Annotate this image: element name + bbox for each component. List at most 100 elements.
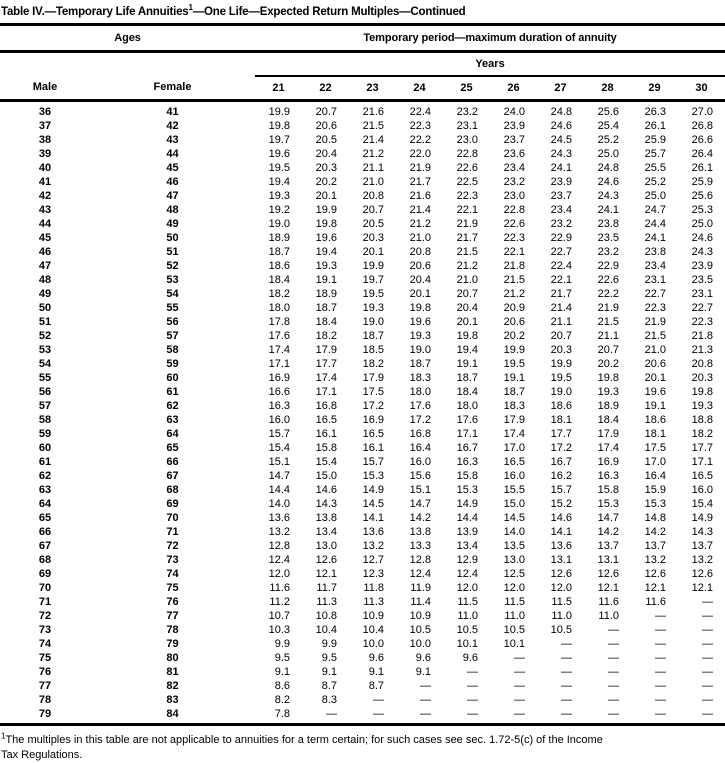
multiple-value-cell: 10.1 [503, 638, 525, 650]
multiple-value-cell: 26.4 [691, 148, 714, 160]
multiple-value-cell: 13.4 [456, 540, 478, 552]
multiple-value-cell: 20.7 [362, 204, 384, 216]
male-age-cell: 51 [38, 316, 52, 328]
multiple-value-cell: 21.0 [456, 274, 478, 286]
multiple-value-cell: 18.7 [362, 330, 384, 342]
table-row: 58 63 16.0 16.5 16.9 17.2 17.6 17.9 18.1 18.4 18.6… [0, 413, 725, 427]
multiple-value-cell: 13.2 [644, 554, 666, 566]
multiple-value-cell: 19.9 [362, 260, 384, 272]
missing-value-cell: — [561, 666, 572, 678]
multiple-value-cell: 16.3 [597, 470, 619, 482]
multiple-value-cell: 16.8 [315, 400, 337, 412]
male-age-cell: 71 [38, 596, 52, 608]
multiple-value-cell: 23.0 [456, 134, 478, 146]
multiple-value-cell: 20.1 [409, 288, 431, 300]
year-column-header: 28 [584, 75, 631, 102]
multiple-value-cell: 17.2 [409, 414, 431, 426]
multiple-value-cell: 26.3 [644, 106, 666, 118]
multiple-value-cell: 17.8 [268, 316, 290, 328]
table-row: 57 62 16.3 16.8 17.2 17.6 18.0 18.3 18.6 18.9 19.1… [0, 399, 725, 413]
multiple-value-cell: 16.8 [409, 428, 431, 440]
table-row: 67 72 12.8 13.0 13.2 13.3 13.4 13.5 13.6 13.7 13.7… [0, 539, 725, 553]
multiple-value-cell: 18.7 [315, 302, 337, 314]
multiple-value-cell: 19.4 [315, 246, 337, 258]
table-row: 42 47 19.3 20.1 20.8 21.6 22.3 23.0 23.7 24.3 25.0… [0, 189, 725, 203]
multiple-value-cell: 9.1 [274, 666, 290, 678]
multiple-value-cell: 16.2 [550, 470, 572, 482]
year-column-header: 30 [678, 75, 725, 102]
multiple-value-cell: 20.4 [409, 274, 431, 286]
male-age-cell: 79 [0, 707, 90, 726]
table-row: 72 77 10.7 10.8 10.9 10.9 11.0 11.0 11.0 11.0 — — [0, 609, 725, 623]
multiple-value-cell: 16.0 [409, 456, 431, 468]
missing-value-cell: — [655, 638, 666, 650]
multiple-value-cell: 22.6 [456, 162, 478, 174]
multiple-value-cell: 26.6 [691, 134, 714, 146]
female-age-cell: 49 [166, 218, 179, 230]
multiple-value-cell: 22.3 [644, 302, 666, 314]
multiple-value-cell: 25.0 [644, 190, 666, 202]
table-row: 61 66 15.1 15.4 15.7 16.0 16.3 16.5 16.7 16.9 17.0… [0, 455, 725, 469]
year-column-header: 25 [443, 75, 490, 102]
female-age-cell: 77 [166, 610, 179, 622]
multiple-value-cell: 22.9 [597, 260, 619, 272]
multiple-value-cell: 11.5 [504, 596, 525, 608]
multiple-value-cell: 16.4 [644, 470, 666, 482]
table-row: 46 51 18.7 19.4 20.1 20.8 21.5 22.1 22.7 23.2 23.8… [0, 245, 725, 259]
table-row: 71 76 11.2 11.3 11.3 11.4 11.5 11.5 11.5 11.6 11.6… [0, 595, 725, 609]
multiple-value-cell: 23.8 [597, 218, 619, 230]
multiple-value-cell: 9.1 [368, 666, 384, 678]
female-age-cell: 62 [166, 400, 179, 412]
multiple-value-cell: 15.4 [268, 442, 290, 454]
missing-value-cell: — [655, 694, 666, 706]
table-row: 54 59 17.1 17.7 18.2 18.7 19.1 19.5 19.9 20.2 20.6… [0, 357, 725, 371]
table-row: 36 41 19.9 20.7 21.6 22.4 23.2 24.0 24.8 25.6 26.3… [0, 101, 725, 120]
male-age-cell: 48 [38, 274, 52, 286]
female-age-cell: 63 [166, 414, 179, 426]
male-age-cell: 67 [38, 540, 52, 552]
multiple-value-cell: 14.4 [268, 484, 290, 496]
multiple-value-cell: 22.7 [644, 288, 666, 300]
multiple-value-cell: 13.1 [597, 554, 619, 566]
female-age-cell: 66 [166, 456, 179, 468]
multiple-value-cell: 24.3 [691, 246, 714, 258]
missing-value-cell: — [702, 652, 714, 664]
multiple-value-cell: 12.6 [315, 554, 337, 566]
table-row: 62 67 14.7 15.0 15.3 15.6 15.8 16.0 16.2 16.3 16.4… [0, 469, 725, 483]
table-row: 77 82 8.6 8.7 8.7 — — — — — — — [0, 679, 725, 693]
multiple-value-cell: 24.1 [644, 232, 666, 244]
multiple-value-cell: 17.6 [456, 414, 478, 426]
multiple-value-cell: 20.3 [315, 162, 337, 174]
multiple-value-cell: 18.2 [268, 288, 290, 300]
multiple-value-cell: 18.6 [268, 260, 290, 272]
multiple-value-cell: 18.9 [268, 232, 290, 244]
multiple-value-cell: 14.6 [550, 512, 572, 524]
multiple-value-cell: 10.3 [268, 624, 290, 636]
multiple-value-cell: 12.3 [362, 568, 384, 580]
male-age-cell: 65 [38, 512, 52, 524]
multiple-value-cell: 21.7 [456, 232, 478, 244]
multiple-value-cell: 16.6 [268, 386, 290, 398]
missing-value-cell: — [349, 707, 396, 726]
male-age-cell: 54 [38, 358, 52, 370]
multiple-value-cell: 22.3 [503, 232, 525, 244]
multiple-value-cell: 16.9 [268, 372, 290, 384]
multiple-value-cell: 21.5 [644, 330, 666, 342]
multiple-value-cell: 15.4 [315, 456, 337, 468]
table-row: 78 83 8.2 8.3 — — — — — — — — [0, 693, 725, 707]
multiple-value-cell: 24.3 [597, 190, 619, 202]
female-age-cell: 61 [166, 386, 179, 398]
female-age-cell: 58 [166, 344, 179, 356]
table-row: 47 52 18.6 19.3 19.9 20.6 21.2 21.8 22.4 22.9 23.4… [0, 259, 725, 273]
multiple-value-cell: 11.6 [269, 582, 290, 594]
missing-value-cell: — [467, 680, 478, 692]
male-age-cell: 45 [38, 232, 52, 244]
multiple-value-cell: 21.1 [550, 316, 572, 328]
multiple-value-cell: 22.4 [409, 106, 431, 118]
multiple-value-cell: 24.6 [691, 232, 714, 244]
female-age-cell: 56 [166, 316, 179, 328]
multiple-value-cell: 11.0 [504, 610, 525, 622]
multiple-value-cell: 20.3 [691, 372, 714, 384]
table-row: 41 46 19.4 20.2 21.0 21.7 22.5 23.2 23.9 24.6 25.2… [0, 175, 725, 189]
multiple-value-cell: 19.1 [315, 274, 337, 286]
